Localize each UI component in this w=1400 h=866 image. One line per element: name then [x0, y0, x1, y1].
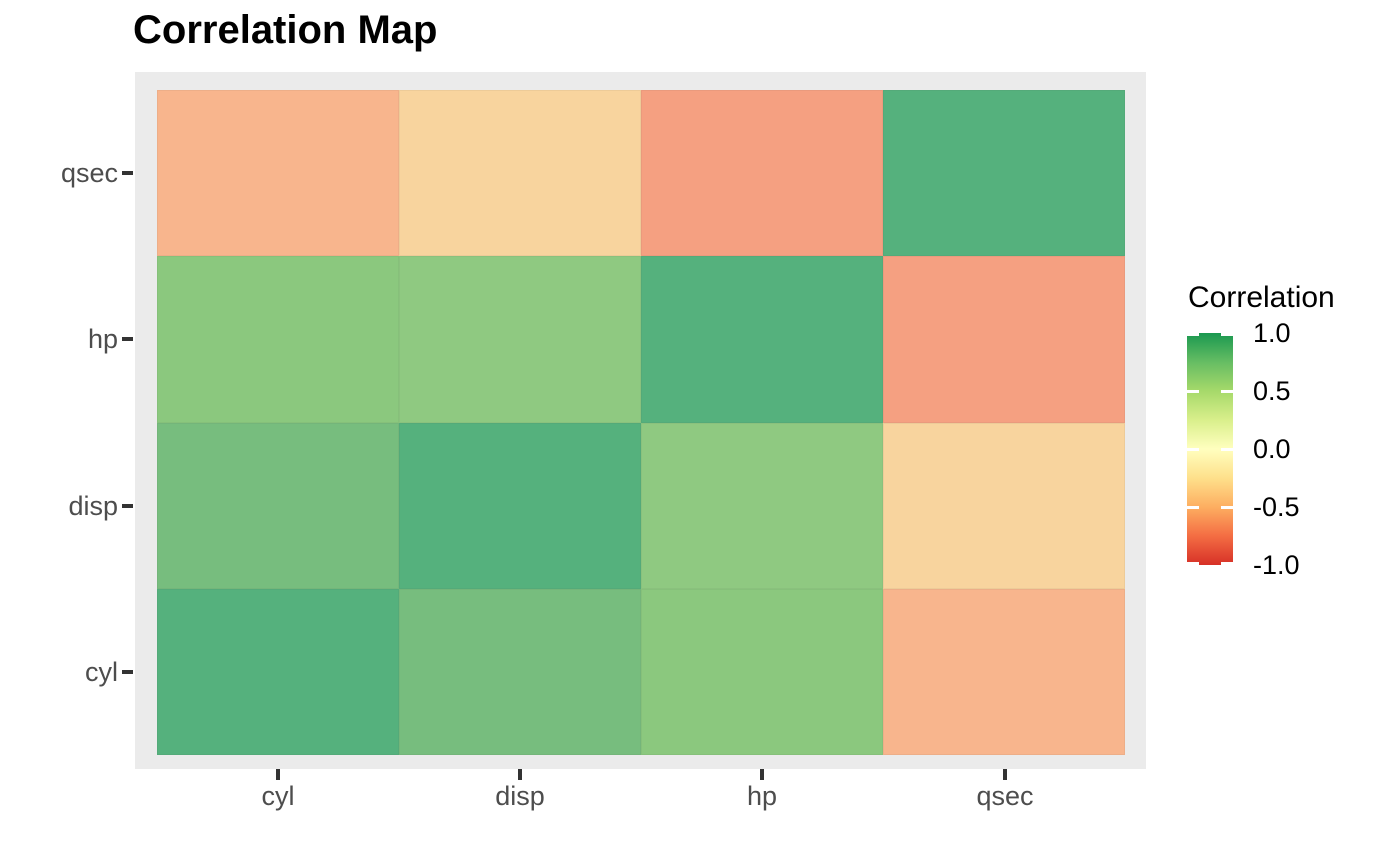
legend-colorbar	[1187, 333, 1233, 565]
legend-label--1.0: -1.0	[1253, 550, 1300, 580]
heatmap-tile-cyl-disp	[399, 588, 641, 755]
y-axis-tick-cyl	[122, 670, 133, 674]
x-axis-label-disp: disp	[495, 781, 545, 811]
heatmap-grid	[157, 90, 1125, 755]
legend-label-0.0: 0.0	[1253, 434, 1291, 464]
heatmap-tile-hp-qsec	[883, 256, 1125, 423]
x-axis-tick-qsec	[1003, 769, 1007, 780]
heatmap-tile-disp-hp	[641, 422, 883, 589]
y-axis-label-cyl: cyl	[85, 657, 118, 687]
legend-tick--0.5-right	[1221, 505, 1233, 509]
heatmap-tile-qsec-hp	[641, 90, 883, 257]
y-axis-tick-qsec	[122, 171, 133, 175]
heatmap-tile-cyl-hp	[641, 588, 883, 755]
y-axis-tick-hp	[122, 337, 133, 341]
heatmap-tile-qsec-disp	[399, 90, 641, 257]
heatmap-tile-disp-disp	[399, 422, 641, 589]
x-axis-tick-disp	[518, 769, 522, 780]
x-axis-tick-cyl	[276, 769, 280, 780]
heatmap-tile-cyl-cyl	[157, 588, 399, 755]
legend-tick-1.0-left	[1187, 333, 1199, 336]
heatmap-tile-hp-hp	[641, 256, 883, 423]
heatmap-tile-qsec-cyl	[157, 90, 399, 257]
legend-label-0.5: 0.5	[1253, 376, 1291, 406]
y-axis-label-disp: disp	[68, 491, 118, 521]
heatmap-tile-qsec-qsec	[883, 90, 1125, 257]
x-axis-label-cyl: cyl	[261, 781, 295, 811]
heatmap-tile-hp-disp	[399, 256, 641, 423]
y-axis-label-hp: hp	[87, 324, 118, 354]
y-axis-tick-disp	[122, 504, 133, 508]
legend-tick-1.0-right	[1221, 333, 1233, 336]
legend-tick-0.5-right	[1221, 389, 1233, 393]
heatmap-tile-cyl-qsec	[883, 588, 1125, 755]
page-title: Correlation Map	[133, 8, 438, 52]
legend-label--0.5: -0.5	[1253, 492, 1300, 522]
plot-panel	[135, 72, 1146, 769]
legend-tick--0.5-left	[1187, 505, 1199, 509]
legend-tick--1.0-right	[1221, 562, 1233, 565]
x-axis-tick-hp	[760, 769, 764, 780]
x-axis-label-hp: hp	[746, 781, 778, 811]
y-axis-label-qsec: qsec	[60, 158, 118, 188]
legend-tick-0.0-left	[1187, 447, 1199, 451]
legend-tick-0.5-left	[1187, 389, 1199, 393]
heatmap-tile-disp-cyl	[157, 422, 399, 589]
legend-tick-0.0-right	[1221, 447, 1233, 451]
legend-label-1.0: 1.0	[1253, 318, 1291, 348]
x-axis-label-qsec: qsec	[976, 781, 1034, 811]
legend-title: Correlation	[1188, 281, 1335, 314]
heatmap-tile-disp-qsec	[883, 422, 1125, 589]
heatmap-tile-hp-cyl	[157, 256, 399, 423]
legend-tick--1.0-left	[1187, 562, 1199, 565]
